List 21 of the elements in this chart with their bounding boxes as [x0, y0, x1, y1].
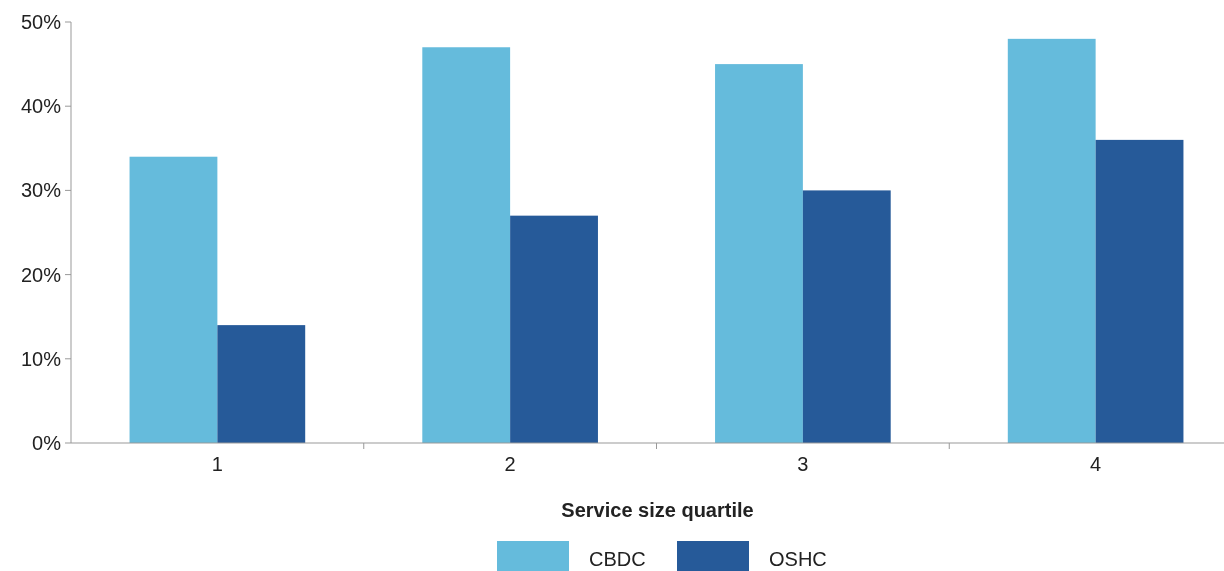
legend-label: CBDC: [589, 548, 646, 570]
bar: [129, 156, 218, 443]
y-tick-label: 50%: [20, 11, 62, 33]
bar: [802, 190, 891, 443]
bar: [1095, 139, 1184, 443]
x-tick-label: 4: [1090, 453, 1102, 475]
y-tick-label: 30%: [20, 179, 62, 202]
y-tick-label: 0%: [32, 432, 62, 454]
x-tick-label: 2: [504, 453, 516, 475]
bar: [1007, 38, 1096, 443]
bar: [715, 64, 803, 443]
legend-label: OSHC: [769, 548, 827, 570]
y-tick-label: 10%: [20, 347, 62, 370]
x-axis-title: Service size quartile: [561, 499, 754, 521]
bar: [422, 47, 511, 443]
x-tick-label: 1: [211, 453, 223, 475]
y-tick-label: 40%: [20, 95, 62, 118]
bar: [217, 325, 306, 443]
bar: [510, 215, 598, 443]
x-tick-label: 3: [797, 453, 809, 475]
y-tick-label: 20%: [20, 263, 62, 286]
